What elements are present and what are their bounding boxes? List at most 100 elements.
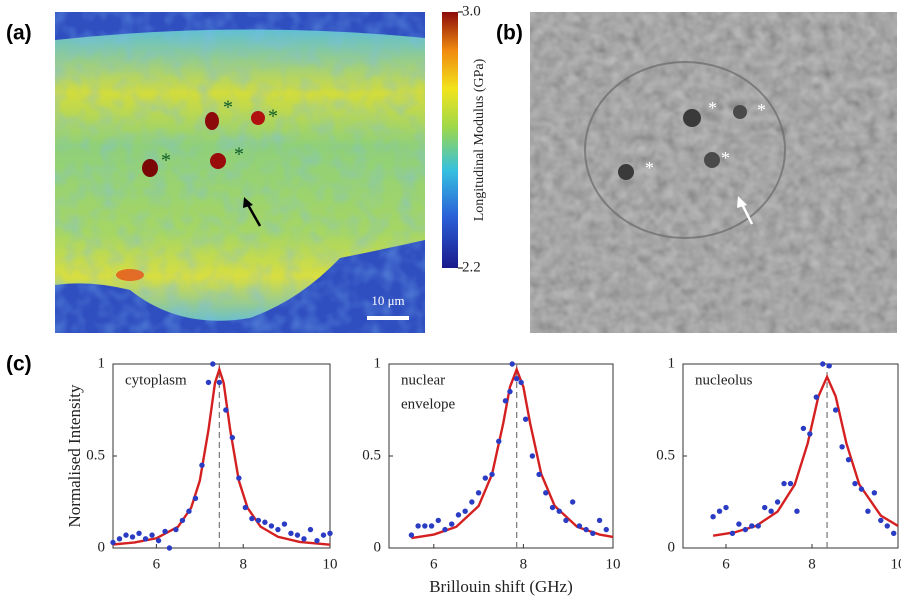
data-point (807, 431, 813, 437)
panel-label: (a) (6, 22, 32, 45)
data-point (832, 407, 839, 413)
colorbar (442, 12, 458, 268)
data-point (590, 530, 596, 536)
panel-label: (c) (6, 353, 32, 376)
x-tick-label: 10 (606, 556, 621, 572)
data-point (858, 486, 865, 492)
data-point (852, 480, 858, 487)
data-point (469, 499, 475, 505)
y-tick-label: 1 (98, 355, 106, 371)
y-tick-label: 1 (374, 355, 382, 371)
data-point (294, 532, 301, 538)
y-tick-label: 0.5 (656, 447, 675, 463)
data-point (839, 444, 845, 450)
y-tick-label: 0.5 (86, 447, 105, 463)
data-point (794, 508, 800, 514)
data-point (820, 361, 826, 367)
data-point (529, 453, 536, 459)
data-point (149, 532, 155, 538)
data-point (729, 530, 736, 536)
data-point (262, 519, 268, 525)
x-tick-label: 10 (891, 556, 901, 572)
modulus-map (55, 12, 425, 333)
data-point (569, 499, 576, 505)
y-tick-label: 0.5 (362, 447, 381, 463)
x-axis-label: Brillouin shift (GHz) (429, 577, 573, 596)
data-point (422, 523, 428, 529)
y-tick-label: 0 (98, 539, 106, 555)
x-tick-label: 10 (323, 556, 338, 572)
data-point (449, 521, 455, 527)
data-point (489, 471, 495, 478)
data-point (509, 361, 515, 367)
data-point (576, 523, 583, 529)
y-axis-label: Normalised Intensity (65, 384, 84, 528)
data-point (186, 508, 192, 514)
asterisk: * (757, 100, 766, 120)
data-point (327, 530, 333, 536)
x-tick-label: 8 (239, 556, 247, 572)
data-point (768, 508, 774, 514)
data-point (736, 521, 742, 527)
data-point (774, 499, 781, 505)
data-point (536, 471, 542, 478)
data-point (268, 523, 275, 529)
data-point (173, 526, 179, 533)
panel-label: (b) (496, 22, 523, 45)
data-point (229, 434, 236, 441)
x-tick-label: 6 (722, 556, 730, 572)
asterisk: * (721, 148, 730, 168)
plot-frame (388, 363, 614, 549)
data-point (716, 508, 723, 514)
data-point (442, 526, 448, 533)
x-tick-label: 8 (808, 556, 816, 572)
scale-bar-label: 10 μm (371, 293, 404, 308)
data-point (826, 363, 832, 369)
data-point (787, 480, 794, 487)
curve-annotation: cytoplasm (125, 372, 187, 388)
data-point (878, 517, 884, 524)
data-point (236, 475, 242, 481)
data-point (742, 526, 749, 533)
x-tick-label: 8 (520, 556, 528, 572)
data-point (142, 536, 149, 542)
plot-frame (682, 363, 899, 549)
y-tick-label: 1 (668, 355, 676, 371)
data-point (110, 539, 116, 546)
data-point (408, 532, 415, 538)
data-point (845, 456, 852, 463)
data-point (129, 534, 136, 540)
data-point (301, 536, 307, 542)
data-point (435, 517, 441, 524)
data-point (314, 537, 320, 544)
data-point (320, 532, 327, 538)
data-point (884, 523, 890, 529)
asterisk: * (223, 97, 233, 119)
data-point (249, 515, 255, 522)
x-tick-label: 6 (153, 556, 161, 572)
data-point (603, 526, 609, 533)
data-point (543, 490, 549, 496)
micrograph (530, 12, 897, 333)
data-point (136, 530, 142, 536)
asterisk: * (234, 144, 244, 166)
curve-annotation: nuclear (401, 372, 445, 388)
data-point (871, 490, 878, 496)
data-point (755, 523, 761, 529)
data-point (800, 425, 807, 432)
data-point (749, 523, 755, 529)
data-point (583, 526, 589, 533)
data-point (518, 379, 524, 386)
data-point (216, 379, 223, 386)
data-point (475, 490, 482, 496)
asterisk: * (645, 158, 654, 178)
asterisk: * (708, 98, 717, 118)
plot-frame (112, 363, 331, 549)
data-point (502, 398, 509, 404)
data-point (762, 504, 768, 511)
data-point (482, 475, 489, 481)
fit-curve (112, 365, 331, 546)
data-point (123, 532, 129, 538)
data-point (865, 508, 871, 514)
